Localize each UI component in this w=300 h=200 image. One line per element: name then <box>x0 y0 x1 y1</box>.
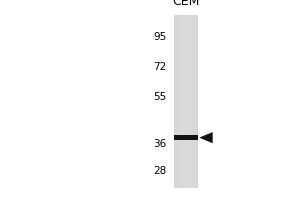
Text: 72: 72 <box>153 62 167 72</box>
Polygon shape <box>199 132 213 143</box>
Bar <box>174 135 198 140</box>
Text: 55: 55 <box>153 92 167 102</box>
Text: 95: 95 <box>153 32 167 42</box>
Text: 28: 28 <box>153 166 167 176</box>
Text: CEM: CEM <box>172 0 200 8</box>
Text: 36: 36 <box>153 139 167 149</box>
